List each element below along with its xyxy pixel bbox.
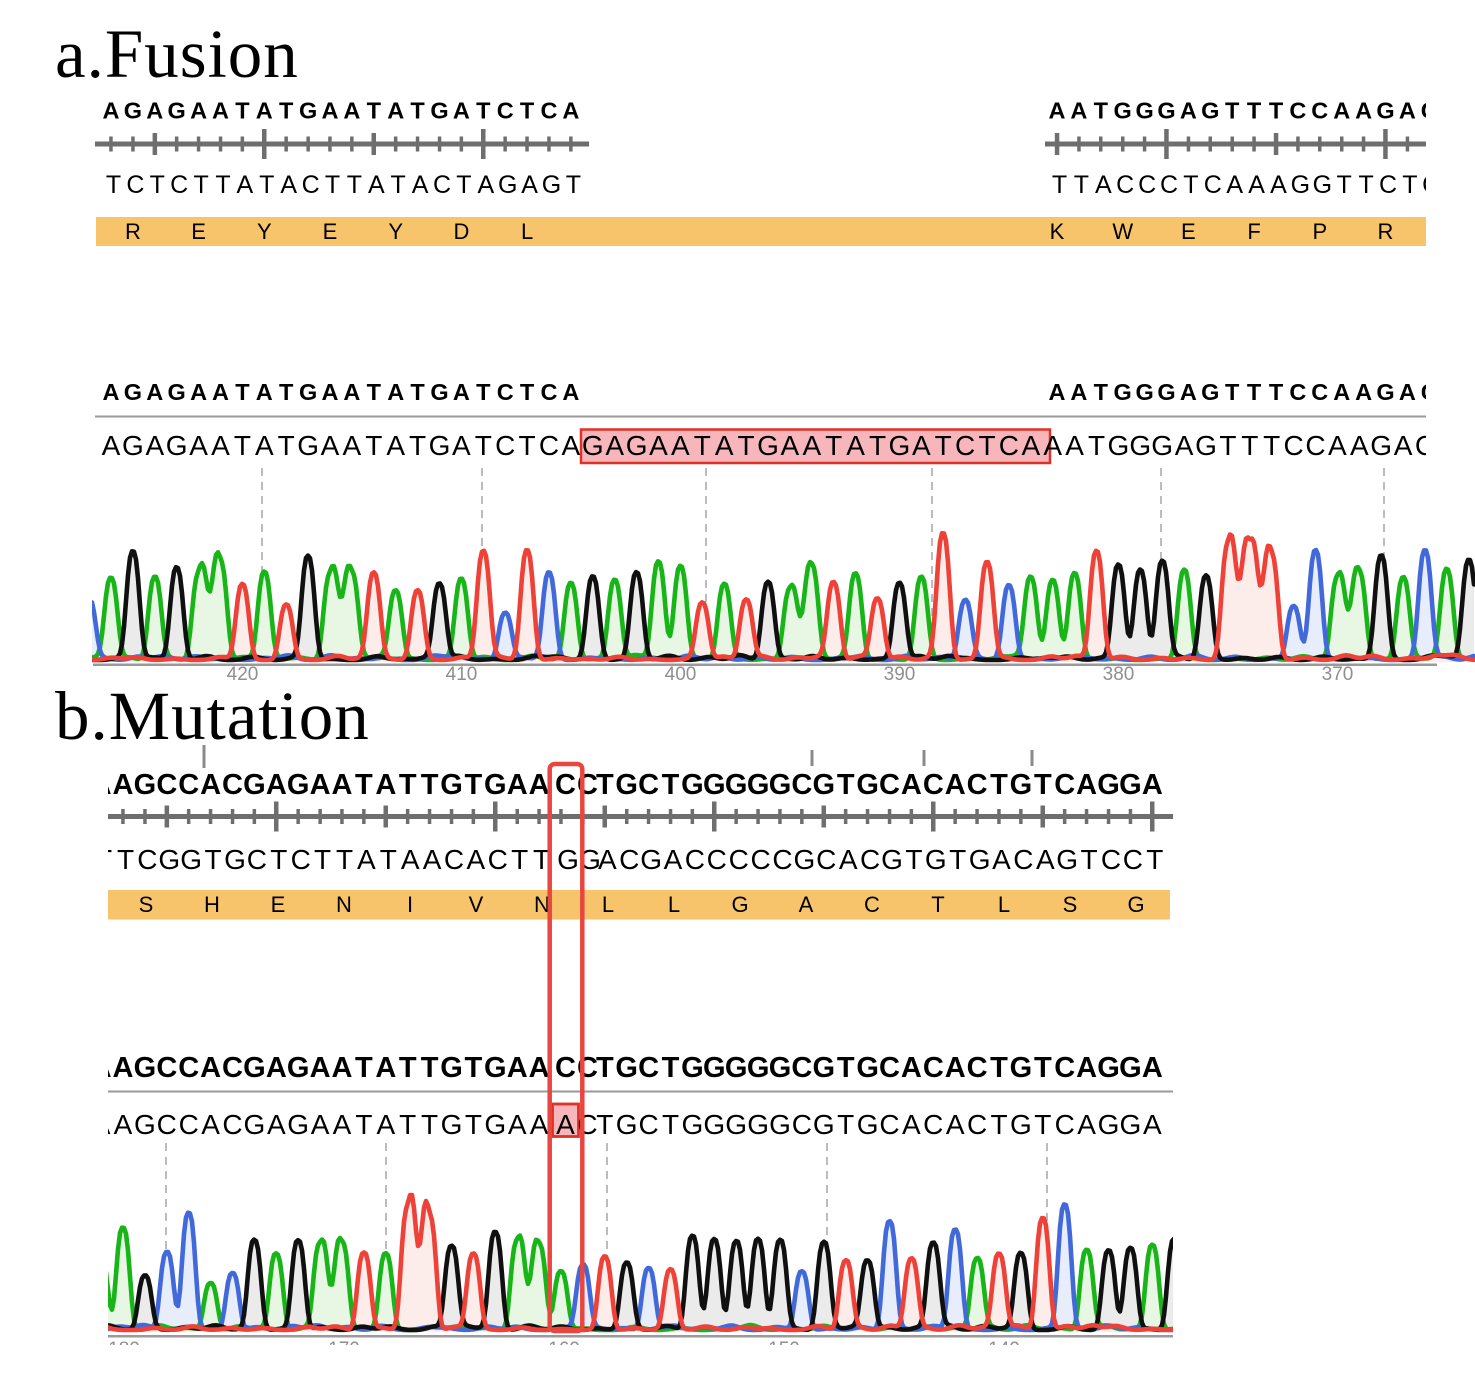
svg-text:180: 180 [108, 1339, 140, 1360]
svg-text:150: 150 [768, 1339, 800, 1360]
svg-text:140: 140 [988, 1339, 1020, 1360]
svg-text:400: 400 [665, 664, 697, 685]
svg-text:410: 410 [446, 664, 478, 685]
svg-text:390: 390 [884, 664, 916, 685]
svg-text:420: 420 [227, 664, 259, 685]
svg-text:370: 370 [1322, 664, 1354, 685]
svg-text:170: 170 [328, 1339, 360, 1360]
svg-text:AAGCCACGAGAATATTGTGAACCTGCTGGG: AAGCCACGAGAATATTGTGAACCTGCTGGGGGCGTGCACA… [91, 1052, 1163, 1084]
svg-text:AAGCCACGAGAATATTGTGAACCTGCTGGG: AAGCCACGAGAATATTGTGAACCTGCTGGGGGCGTGCACA… [91, 769, 1163, 801]
svg-text:b.Mutation: b.Mutation [55, 678, 370, 754]
svg-text:160: 160 [548, 1339, 580, 1360]
svg-text:REYEYDL: REYEYDL [125, 219, 533, 244]
svg-text:AATGGGAGTTTCCAAGAC: AATGGGAGTTTCCAAGAC [1043, 430, 1435, 461]
svg-text:TTCGGTGCTCTTATAACACTTGGACGACCC: TTCGGTGCTCTTATAACACTTGGACGACCCCCGCACGTGT… [95, 844, 1163, 875]
svg-text:a.Fusion: a.Fusion [55, 16, 299, 92]
svg-text:380: 380 [1103, 664, 1135, 685]
svg-text:GAGAATATGAATATGATCTCA: GAGAATATGAATATGATCTCA [582, 430, 1041, 461]
